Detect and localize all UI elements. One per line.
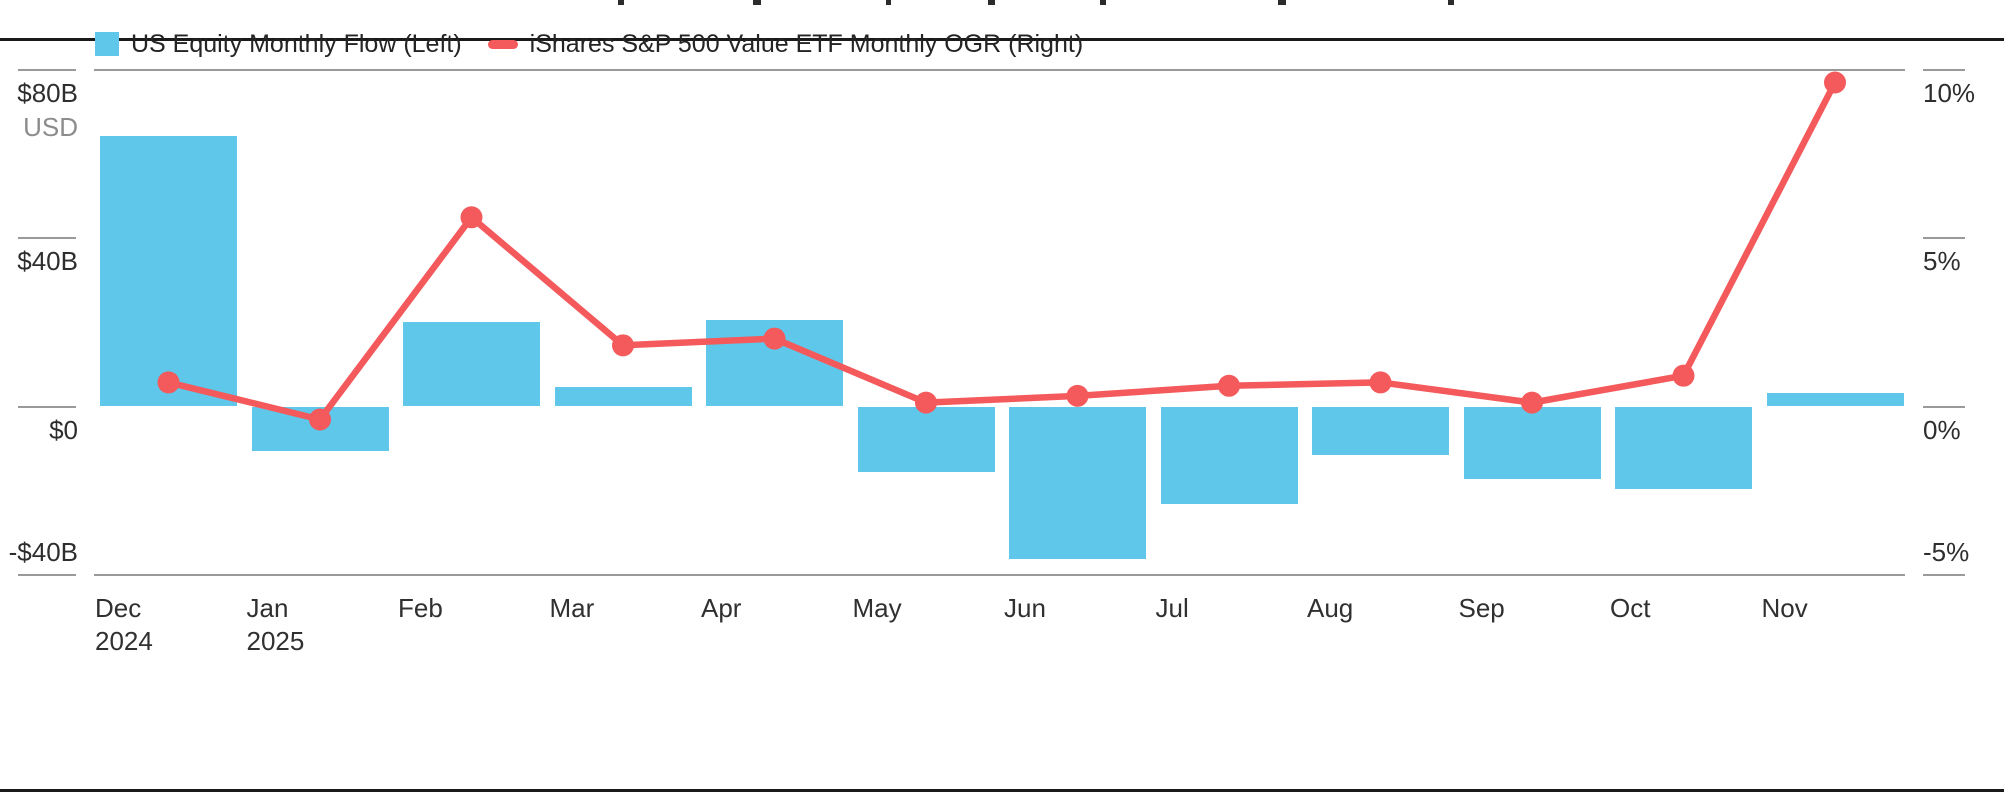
flow-bar-jun[interactable] xyxy=(1009,407,1146,559)
y-axis-right-tick xyxy=(1923,406,1965,408)
y-axis-right-tick xyxy=(1923,237,1965,239)
ogr-point-jun[interactable] xyxy=(1066,384,1089,407)
flow-bar-dec[interactable] xyxy=(100,136,237,406)
cropped-text-fragment xyxy=(1278,0,1286,5)
y-axis-left-tick xyxy=(18,406,76,408)
flow-bar-nov[interactable] xyxy=(1766,393,1904,406)
y-axis-left-tick xyxy=(18,574,76,576)
flow-bar-oct[interactable] xyxy=(1615,407,1752,490)
cropped-text-fragment xyxy=(988,0,995,5)
ogr-line-path xyxy=(167,80,1838,423)
cropped-text-fragment xyxy=(1100,0,1106,5)
y-axis-right-tick xyxy=(1923,574,1965,576)
ogr-point-nov[interactable] xyxy=(1824,71,1846,94)
ogr-point-sep[interactable] xyxy=(1521,391,1543,414)
flow-bar-sep[interactable] xyxy=(1463,407,1601,479)
x-axis-month-label: May xyxy=(852,593,902,623)
y-axis-right-tick-label: 10% xyxy=(1923,78,1976,108)
y-axis-left-tick-label: $40B xyxy=(17,246,78,276)
x-axis-year-label: 2024 xyxy=(95,626,153,656)
plot-top-gridline xyxy=(94,69,1905,71)
legend-item-us-equity-flow[interactable]: US Equity Monthly Flow (Left) xyxy=(95,30,462,59)
line-series-swatch-icon xyxy=(487,39,518,49)
x-axis-month-label: Apr xyxy=(701,593,742,623)
bar-series-swatch-icon xyxy=(95,32,119,56)
ogr-point-may[interactable] xyxy=(915,391,937,414)
cropped-text-fragment xyxy=(618,0,624,5)
legend-label: iShares S&P 500 Value ETF Monthly OGR (R… xyxy=(529,29,1084,58)
x-axis-month-label: Dec xyxy=(95,593,142,623)
cropped-text-fragment xyxy=(886,0,891,5)
y-axis-left-tick xyxy=(18,69,76,71)
y-axis-right-tick xyxy=(1923,69,1965,71)
x-axis-month-label: Jun xyxy=(1004,593,1046,623)
y-axis-right-tick-label: -5% xyxy=(1923,537,1970,567)
x-axis-year-label: 2025 xyxy=(246,626,305,656)
flow-bar-mar[interactable] xyxy=(554,387,692,406)
x-axis-month-label: Nov xyxy=(1761,593,1808,623)
y-axis-left-tick-label: -$40B xyxy=(8,537,78,567)
y-axis-right-tick-label: 5% xyxy=(1923,246,1961,276)
y-axis-left-tick-label: $0 xyxy=(49,415,78,445)
ogr-point-oct[interactable] xyxy=(1672,364,1695,387)
top-border-rule xyxy=(0,38,2004,41)
chart-legend: US Equity Monthly Flow (Left) iShares S&… xyxy=(95,30,1083,58)
ogr-point-dec[interactable] xyxy=(157,371,180,394)
x-axis-month-label: Mar xyxy=(549,593,595,623)
y-axis-left-tick-label: $80B xyxy=(17,78,78,108)
ogr-point-jul[interactable] xyxy=(1218,374,1240,397)
legend-item-ishares-ogr[interactable]: iShares S&P 500 Value ETF Monthly OGR (R… xyxy=(487,29,1084,59)
flow-bar-may[interactable] xyxy=(857,407,995,473)
ogr-point-mar[interactable] xyxy=(612,334,634,357)
x-axis-month-label: Aug xyxy=(1307,593,1354,623)
cropped-text-fragment xyxy=(753,0,761,5)
y-axis-right-tick-label: 0% xyxy=(1923,415,1961,445)
flow-bar-aug[interactable] xyxy=(1312,407,1449,456)
x-axis-month-label: Sep xyxy=(1458,593,1505,623)
flow-bar-feb[interactable] xyxy=(403,321,540,406)
ogr-point-jan[interactable] xyxy=(309,408,331,431)
ogr-point-feb[interactable] xyxy=(460,206,483,229)
ogr-point-aug[interactable] xyxy=(1369,371,1392,394)
y-axis-left-tick xyxy=(18,237,76,239)
x-axis-month-label: Jul xyxy=(1155,593,1189,623)
x-axis-month-label: Oct xyxy=(1610,593,1651,623)
ogr-point-apr[interactable] xyxy=(763,327,786,350)
cropped-text-fragment xyxy=(1448,0,1454,5)
x-axis-month-label: Feb xyxy=(398,593,443,623)
flow-bar-jul[interactable] xyxy=(1160,407,1298,504)
y-axis-unit-label: USD xyxy=(23,112,78,142)
bottom-border-rule xyxy=(0,789,2004,792)
plot-bottom-gridline xyxy=(94,574,1905,576)
legend-label: US Equity Monthly Flow (Left) xyxy=(131,29,462,58)
x-axis-month-label: Jan xyxy=(246,593,289,623)
